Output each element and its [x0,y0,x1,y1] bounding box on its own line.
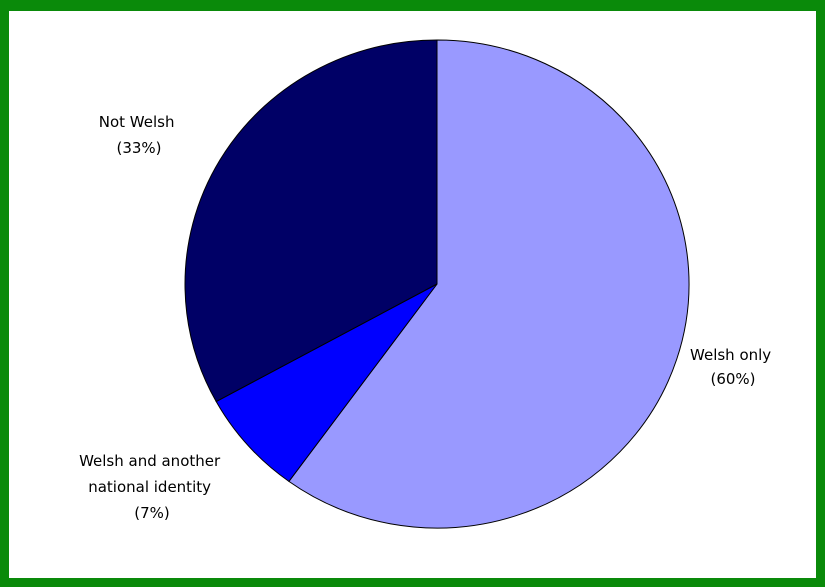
label-welsh-and-another-line1: Welsh and another [79,452,221,470]
label-welsh-only-line2: (60%) [710,370,755,388]
label-welsh-and-another-line3: (7%) [134,504,170,522]
label-welsh-only: Welsh only (60%) [690,346,776,388]
pie-slices [184,39,690,529]
label-not-welsh-line2: (33%) [116,139,161,157]
label-not-welsh-line1: Not Welsh [99,113,175,131]
pie-slice-welsh-only [288,39,690,529]
pie-slice-not-welsh [184,39,438,403]
label-welsh-and-another: Welsh and another national identity (7%) [79,452,225,522]
label-not-welsh: Not Welsh (33%) [99,113,180,157]
pie-slice-welsh-and-another-national-identity [215,283,438,482]
label-welsh-and-another-line2: national identity [88,478,211,496]
label-welsh-only-line1: Welsh only [690,346,771,364]
